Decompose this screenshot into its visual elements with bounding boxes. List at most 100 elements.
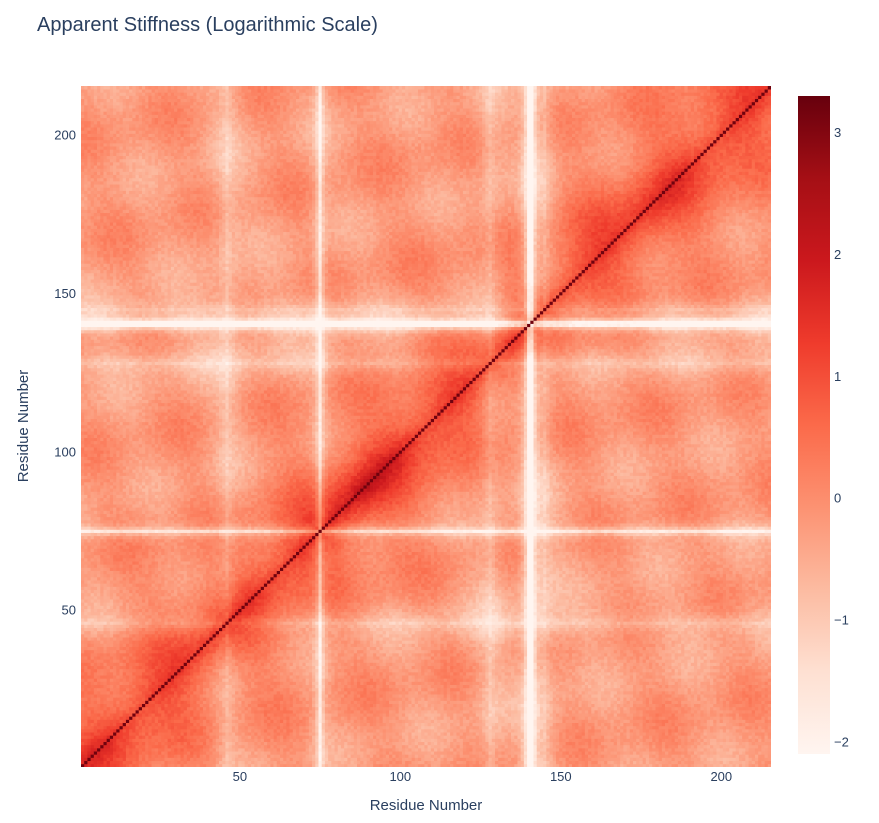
heatmap-cell xyxy=(132,460,136,464)
heatmap-cell xyxy=(126,441,130,445)
heatmap-cell xyxy=(81,533,85,537)
heatmap-cell xyxy=(81,583,85,587)
heatmap-cell xyxy=(107,396,111,400)
heatmap-cell xyxy=(145,308,149,312)
heatmap-cell xyxy=(155,688,159,692)
heatmap-cell xyxy=(136,681,140,685)
heatmap-cell xyxy=(110,609,114,613)
heatmap-cell xyxy=(132,244,136,248)
heatmap-cell xyxy=(139,732,143,736)
heatmap-cell xyxy=(107,371,111,375)
heatmap-cell xyxy=(87,710,91,714)
heatmap-cell xyxy=(152,311,156,315)
heatmap-cell xyxy=(103,548,107,552)
heatmap-cell xyxy=(139,574,143,578)
heatmap-cell xyxy=(113,295,117,299)
heatmap-cell xyxy=(136,279,140,283)
heatmap-cell xyxy=(116,745,120,749)
heatmap-cell xyxy=(155,624,159,628)
heatmap-cell xyxy=(116,140,120,144)
heatmap-cell xyxy=(136,539,140,543)
heatmap-cell xyxy=(113,447,117,451)
heatmap-cell xyxy=(126,320,130,324)
heatmap-cell xyxy=(116,609,120,613)
heatmap-cell xyxy=(142,612,146,616)
heatmap-cell xyxy=(103,390,107,394)
heatmap-cell xyxy=(148,257,152,261)
heatmap-cell xyxy=(103,156,107,160)
heatmap-cell xyxy=(129,555,133,559)
heatmap-cell xyxy=(84,523,88,527)
heatmap-cell xyxy=(91,640,95,644)
heatmap-cell xyxy=(81,254,85,258)
heatmap-cell xyxy=(113,238,117,242)
heatmap-cell xyxy=(91,222,95,226)
heatmap-cell xyxy=(113,282,117,286)
heatmap-cell xyxy=(84,650,88,654)
heatmap-cell xyxy=(116,520,120,524)
heatmap-cell xyxy=(145,162,149,166)
heatmap-cell xyxy=(94,555,98,559)
heatmap-cell xyxy=(91,659,95,663)
heatmap-cell xyxy=(100,362,104,366)
heatmap-cell xyxy=(84,637,88,641)
heatmap-cell xyxy=(107,194,111,198)
heatmap-cell xyxy=(91,472,95,476)
heatmap-cell xyxy=(142,529,146,533)
heatmap-cell xyxy=(129,514,133,518)
heatmap-cell xyxy=(103,165,107,169)
heatmap-cell xyxy=(126,472,130,476)
heatmap-cell xyxy=(87,539,91,543)
heatmap-cell xyxy=(103,365,107,369)
heatmap-cell xyxy=(123,118,127,122)
heatmap-cell xyxy=(81,640,85,644)
heatmap-cell xyxy=(97,403,101,407)
heatmap-cell xyxy=(107,745,111,749)
heatmap-cell xyxy=(132,368,136,372)
heatmap-cell xyxy=(81,362,85,366)
heatmap-cell xyxy=(87,745,91,749)
heatmap-cell xyxy=(113,232,117,236)
heatmap-cell xyxy=(152,336,156,340)
heatmap-cell xyxy=(84,263,88,267)
heatmap-cell xyxy=(107,472,111,476)
heatmap-cell xyxy=(126,289,130,293)
heatmap-cell xyxy=(142,700,146,704)
heatmap-cell xyxy=(87,637,91,641)
heatmap-cell xyxy=(81,257,85,261)
heatmap-cell xyxy=(120,92,124,96)
heatmap-cell xyxy=(126,194,130,198)
heatmap-cell xyxy=(81,523,85,527)
heatmap-cell xyxy=(110,637,114,641)
heatmap-cell xyxy=(113,735,117,739)
heatmap-cell xyxy=(110,479,114,483)
heatmap-cell xyxy=(81,232,85,236)
heatmap-cell xyxy=(100,643,104,647)
heatmap-cell xyxy=(120,159,124,163)
heatmap-cell xyxy=(103,529,107,533)
heatmap-cell xyxy=(110,295,114,299)
heatmap-cell xyxy=(132,640,136,644)
heatmap-cell xyxy=(113,191,117,195)
heatmap-cell xyxy=(120,400,124,404)
heatmap-cell xyxy=(129,501,133,505)
heatmap-cell xyxy=(103,533,107,537)
heatmap-cell xyxy=(155,653,159,657)
heatmap-cell xyxy=(123,232,127,236)
heatmap-cell xyxy=(152,479,156,483)
heatmap-cell xyxy=(142,352,146,356)
heatmap-cell xyxy=(142,346,146,350)
heatmap-cell xyxy=(91,517,95,521)
heatmap-cell xyxy=(84,213,88,217)
heatmap-cell xyxy=(139,200,143,204)
heatmap-cell xyxy=(91,586,95,590)
heatmap-cell xyxy=(94,596,98,600)
heatmap-cell xyxy=(94,134,98,138)
heatmap-cell xyxy=(132,735,136,739)
heatmap-cell xyxy=(142,599,146,603)
heatmap-cell xyxy=(97,583,101,587)
heatmap-cell xyxy=(116,580,120,584)
heatmap-cell xyxy=(120,191,124,195)
heatmap-cell xyxy=(139,653,143,657)
heatmap-cell xyxy=(87,105,91,109)
